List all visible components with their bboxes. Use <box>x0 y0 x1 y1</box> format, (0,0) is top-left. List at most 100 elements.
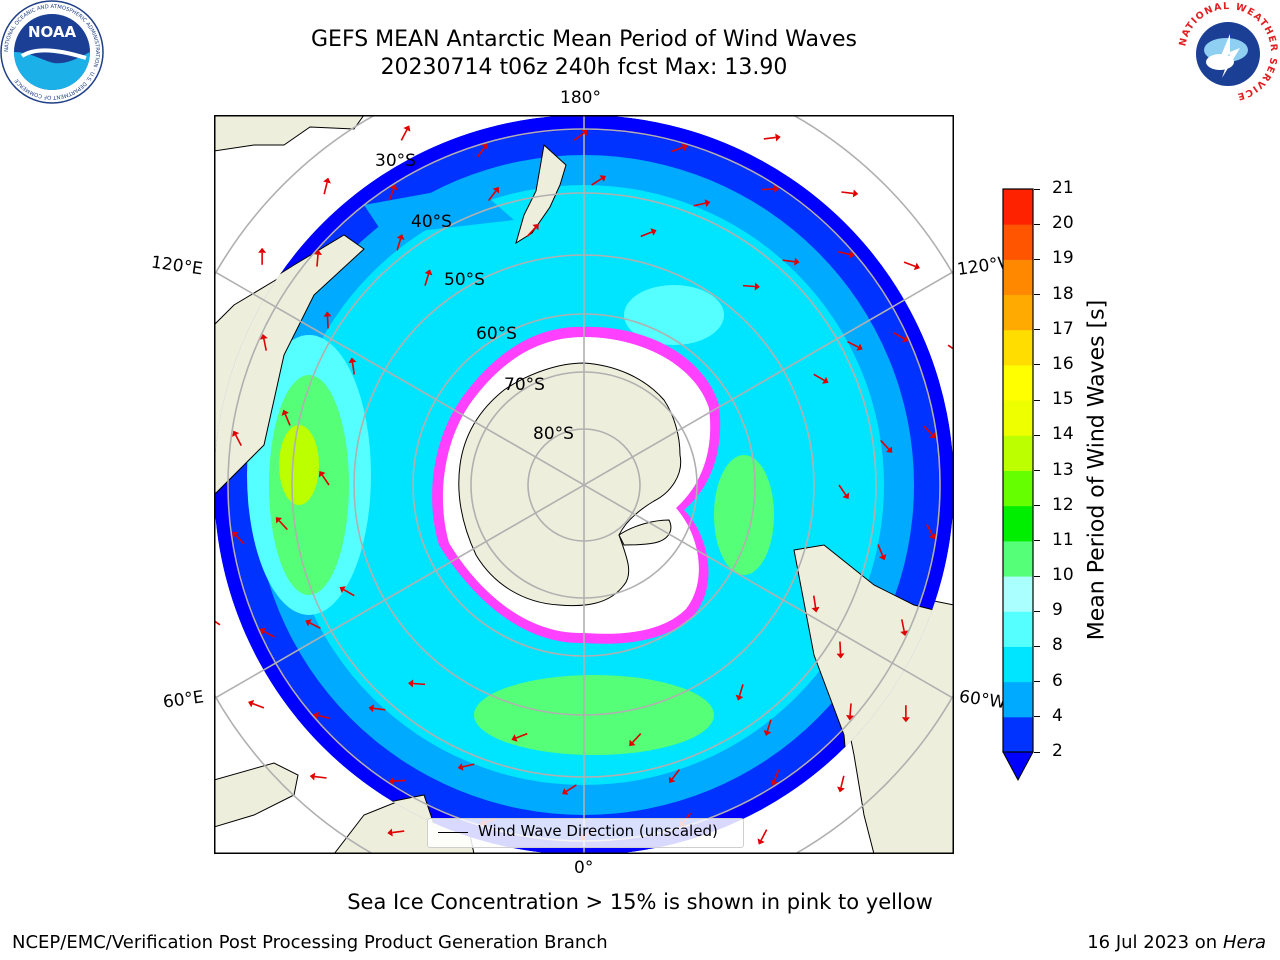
colorbar-segment <box>1003 329 1033 366</box>
wind-wave-arrow-head <box>811 606 820 613</box>
colorbar-tick-mark <box>1034 364 1040 366</box>
wind-wave-arrow-head <box>388 777 395 786</box>
wind-wave-arrow-head <box>323 177 331 184</box>
wind-wave-arrow-head <box>313 249 322 255</box>
wind-wave-arrow-head <box>681 143 688 152</box>
wind-wave-arrow-head <box>763 729 772 736</box>
wind-wave-arrow-head <box>403 125 411 132</box>
sea-ice-note: Sea Ice Concentration > 15% is shown in … <box>347 890 933 914</box>
colorbar-tick-mark <box>1034 505 1040 507</box>
colorbar-segment <box>1003 576 1033 612</box>
wind-wave-arrow-shaft <box>263 630 275 638</box>
wind-wave-arrow-head <box>794 257 800 266</box>
colorbar-segment <box>1003 400 1033 436</box>
colorbar-tick-mark <box>1034 540 1040 542</box>
wind-wave-arrow-shaft <box>234 434 242 446</box>
wind-wave-arrow-shaft <box>742 284 756 288</box>
colorbar-tick-label: 17 <box>1052 318 1074 339</box>
wind-wave-arrow-shaft <box>565 784 577 793</box>
wind-wave-arrow-head <box>389 184 398 191</box>
wind-wave-arrow-head <box>599 175 606 182</box>
wind-wave-arrow-head <box>650 228 657 236</box>
colorbar-segment <box>1003 224 1033 260</box>
lat-label-30s: 30°S <box>375 151 416 171</box>
lon-label-120e: 120°E <box>149 252 204 280</box>
wind-wave-arrow-shaft <box>847 340 859 348</box>
wind-wave-arrow-head <box>885 446 893 453</box>
wind-wave-arrow-shaft <box>263 338 268 351</box>
wind-wave-arrow-shaft <box>671 768 681 780</box>
wind-wave-arrow-shaft <box>424 273 430 286</box>
colorbar-tick-label: 2 <box>1052 741 1063 761</box>
wind-wave-arrow-shaft <box>838 484 847 496</box>
wind-wave-arrow-head <box>248 699 255 708</box>
wind-wave-arrow-head <box>232 531 239 538</box>
noaa-logo: NATIONAL OCEANIC AND ATMOSPHERIC ADMINIS… <box>0 0 104 104</box>
wind-wave-arrow-head <box>348 357 357 364</box>
wind-wave-arrow-shaft <box>893 332 905 340</box>
wind-wave-arrow-shaft <box>323 182 328 195</box>
colorbar-extend-triangle <box>1002 751 1034 782</box>
wind-wave-arrow-shaft <box>309 622 321 630</box>
colorbar-tick-label: 6 <box>1052 670 1063 691</box>
colorbar-tick-label: 16 <box>1052 353 1074 374</box>
colorbar-segments <box>1003 189 1033 753</box>
wind-wave-arrow-shaft <box>640 231 653 238</box>
wind-wave-arrow-shaft <box>812 595 817 608</box>
wind-wave-arrow-head <box>848 250 855 259</box>
wind-wave-arrow-head <box>532 223 539 231</box>
colorbar-tick-mark <box>1034 329 1040 331</box>
wind-wave-arrow-shaft <box>782 259 795 263</box>
footer-date: 16 Jul 2023 on Hera <box>1087 932 1266 953</box>
wind-wave-arrow-head <box>396 234 405 241</box>
wind-wave-arrow-head <box>842 492 850 500</box>
wind-wave-arrow-shaft <box>351 362 356 375</box>
wind-wave-arrow-shaft <box>373 707 386 711</box>
colorbar-tick-label: 20 <box>1052 213 1074 234</box>
wind-wave-arrow-head <box>822 376 829 384</box>
wind-wave-arrow-shaft <box>392 830 405 834</box>
chart-title-line2: 20230714 t06z 240h fcst Max: 13.90 <box>380 55 788 80</box>
wind-wave-arrow-shaft <box>487 190 497 202</box>
wind-wave-arrow-head <box>928 533 936 540</box>
colorbar-tick-label: 8 <box>1052 635 1063 656</box>
wind-wave-arrow-shaft <box>766 719 772 732</box>
footer-machine: Hera <box>1222 932 1266 953</box>
wind-wave-arrow-head <box>902 335 909 343</box>
wind-wave-arrow-head <box>735 694 744 701</box>
wind-wave-arrow-head <box>773 184 780 193</box>
wind-wave-arrow-shaft <box>476 146 486 158</box>
wind-wave-arrow-head <box>754 282 760 291</box>
wind-wave-arrow-shaft <box>388 188 395 201</box>
colorbar-outline <box>1002 188 1034 753</box>
wind-wave-arrow-head <box>492 187 500 194</box>
wind-wave-arrow-shaft <box>343 588 355 597</box>
wind-wave-arrow-shaft <box>838 250 851 256</box>
wind-wave-arrow-shaft <box>321 474 330 486</box>
wind-wave-arrow-head <box>457 762 464 771</box>
wind-wave-arrow-shaft <box>412 682 426 686</box>
colorbar-segment <box>1003 611 1033 647</box>
wind-wave-arrow-head <box>259 333 268 340</box>
footer-branch: NCEP/EMC/Verification Post Processing Pr… <box>12 932 608 953</box>
wind-wave-arrow-head <box>323 311 332 317</box>
colorbar-segment <box>1003 716 1033 753</box>
wind-wave-arrow-head <box>757 838 765 845</box>
wind-wave-arrow-head <box>846 715 855 721</box>
wind-wave-arrow-head <box>313 711 320 720</box>
colorbar-tick-label: 12 <box>1052 494 1074 515</box>
colorbar-tick-mark <box>1034 258 1040 260</box>
wind-wave-arrow-head <box>900 630 909 637</box>
colorbar-tick-mark <box>1034 188 1040 190</box>
colorbar-tick-label: 21 <box>1052 178 1074 198</box>
wind-wave-arrow-shaft <box>877 544 884 556</box>
wind-wave-arrow-head <box>852 189 859 198</box>
wind-wave-arrow-head <box>481 143 488 150</box>
wind-wave-arrow-head <box>879 554 887 561</box>
colorbar-segment <box>1003 189 1033 225</box>
wind-wave-arrow-shaft <box>813 373 825 382</box>
wind-wave-arrow-head <box>775 133 781 142</box>
wind-wave-arrow-head <box>856 343 863 351</box>
wind-wave-arrow-head <box>408 679 414 688</box>
nws-logo: NATIONAL WEATHER SERVICE <box>1176 0 1280 104</box>
